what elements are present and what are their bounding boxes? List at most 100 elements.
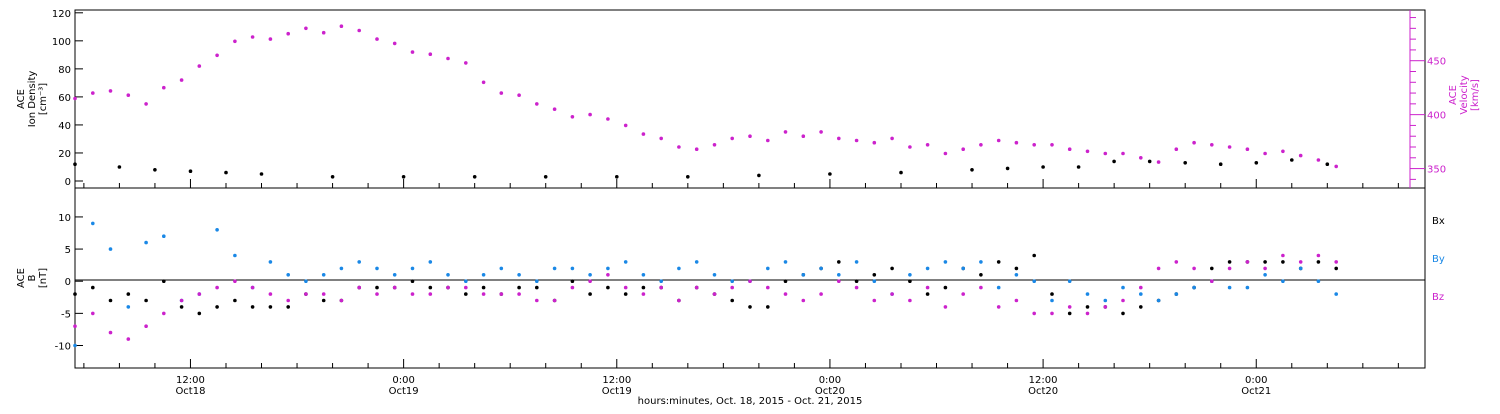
b-field-label-line1: ACE	[16, 268, 27, 288]
velocity-point	[819, 130, 823, 134]
density-y-tick-label: 100	[52, 37, 71, 48]
x-tick-date-label: Oct18	[175, 386, 205, 397]
bz-point	[73, 324, 77, 329]
density-point	[1290, 158, 1294, 162]
velocity-point	[108, 89, 113, 93]
b-y-tick-label: 5	[65, 245, 71, 256]
bz-point	[1281, 253, 1285, 258]
bz-point	[1103, 305, 1108, 309]
by-point	[1298, 266, 1303, 271]
velocity-point	[979, 143, 983, 147]
density-point	[543, 175, 548, 179]
bx-point	[641, 285, 646, 290]
bx-point	[215, 305, 219, 309]
velocity-label-line2: Velocity	[1459, 75, 1470, 114]
bx-point	[623, 292, 628, 296]
by-point	[1334, 292, 1338, 296]
velocity-point	[606, 117, 610, 121]
density-y-tick-label: 60	[58, 93, 71, 104]
velocity-point	[392, 41, 397, 46]
bx-point	[1263, 260, 1267, 264]
velocity-point	[659, 136, 663, 141]
bz-point	[1156, 266, 1161, 271]
legend-bx: Bx	[1432, 216, 1445, 227]
density-point	[1183, 161, 1187, 165]
bx-point	[1210, 266, 1214, 271]
by-point	[517, 273, 521, 277]
bz-point	[268, 292, 273, 296]
bz-point	[961, 292, 965, 296]
density-point	[117, 165, 122, 169]
bz-point	[535, 298, 539, 303]
ion-density-unit: [cm⁻³]	[38, 83, 49, 115]
b-y-tick-label: -10	[55, 342, 71, 353]
x-tick-time-label: 12:00	[602, 375, 631, 386]
density-y-tick-label: 40	[58, 121, 71, 132]
by-point	[1156, 298, 1161, 303]
by-point	[712, 273, 717, 277]
velocity-point	[1067, 147, 1072, 151]
bx-point	[1050, 292, 1054, 296]
velocity-point	[694, 147, 699, 151]
by-point	[392, 273, 397, 277]
by-point	[108, 247, 113, 251]
velocity-point	[766, 138, 770, 143]
bx-point	[91, 285, 95, 290]
velocity-point	[837, 136, 841, 141]
bz-point	[428, 292, 433, 296]
velocity-point	[1156, 160, 1161, 164]
bx-point	[908, 279, 912, 284]
bx-point	[428, 285, 433, 290]
x-tick-date-label: Oct19	[602, 386, 632, 397]
by-point	[268, 260, 273, 264]
bx-point	[925, 292, 930, 296]
by-point	[1103, 298, 1108, 303]
top-panel-frame	[74, 9, 1426, 189]
by-point	[659, 279, 663, 284]
bz-point	[1085, 311, 1090, 316]
density-point	[615, 175, 619, 179]
velocity-point	[162, 85, 166, 90]
bz-point	[996, 305, 1001, 309]
bz-point	[659, 285, 663, 290]
bz-point	[179, 298, 184, 303]
ion-density-label-line1: ACE	[16, 89, 27, 109]
by-point	[321, 273, 326, 277]
bx-point	[606, 285, 610, 290]
bz-point	[357, 285, 362, 290]
bz-point	[943, 305, 948, 309]
legend-bz: Bz	[1432, 292, 1444, 303]
bz-point	[91, 311, 95, 316]
by-point	[410, 266, 415, 271]
bz-point	[748, 279, 752, 284]
bz-point	[1139, 285, 1143, 290]
by-point	[428, 260, 433, 264]
by-point	[1050, 298, 1054, 303]
by-point	[126, 305, 131, 309]
bz-point	[588, 279, 592, 284]
density-point	[401, 175, 406, 179]
bz-point	[801, 298, 806, 303]
bz-point	[1121, 298, 1125, 303]
legend-by: By	[1432, 254, 1445, 265]
velocity-point	[250, 35, 255, 39]
bx-point	[481, 285, 486, 290]
by-point	[854, 260, 859, 264]
b-y-tick-label: 0	[65, 277, 71, 288]
x-tick-time-label: 12:00	[176, 375, 205, 386]
bz-point	[890, 292, 894, 296]
by-point	[819, 266, 823, 271]
x-tick-date-label: Oct19	[389, 386, 419, 397]
bz-point	[1263, 266, 1267, 271]
bz-point	[1227, 266, 1232, 271]
velocity-point	[144, 102, 148, 106]
by-point	[570, 266, 575, 271]
x-axis-label: hours:minutes, Oct. 18, 2015 - Oct. 21, …	[638, 396, 863, 407]
velocity-point	[1245, 147, 1250, 151]
bz-point	[410, 292, 415, 296]
velocity-point	[570, 115, 575, 119]
x-tick-time-label: 0:00	[819, 375, 841, 386]
bx-point	[730, 298, 734, 303]
velocity-point	[339, 24, 344, 29]
density-point	[1218, 162, 1223, 166]
